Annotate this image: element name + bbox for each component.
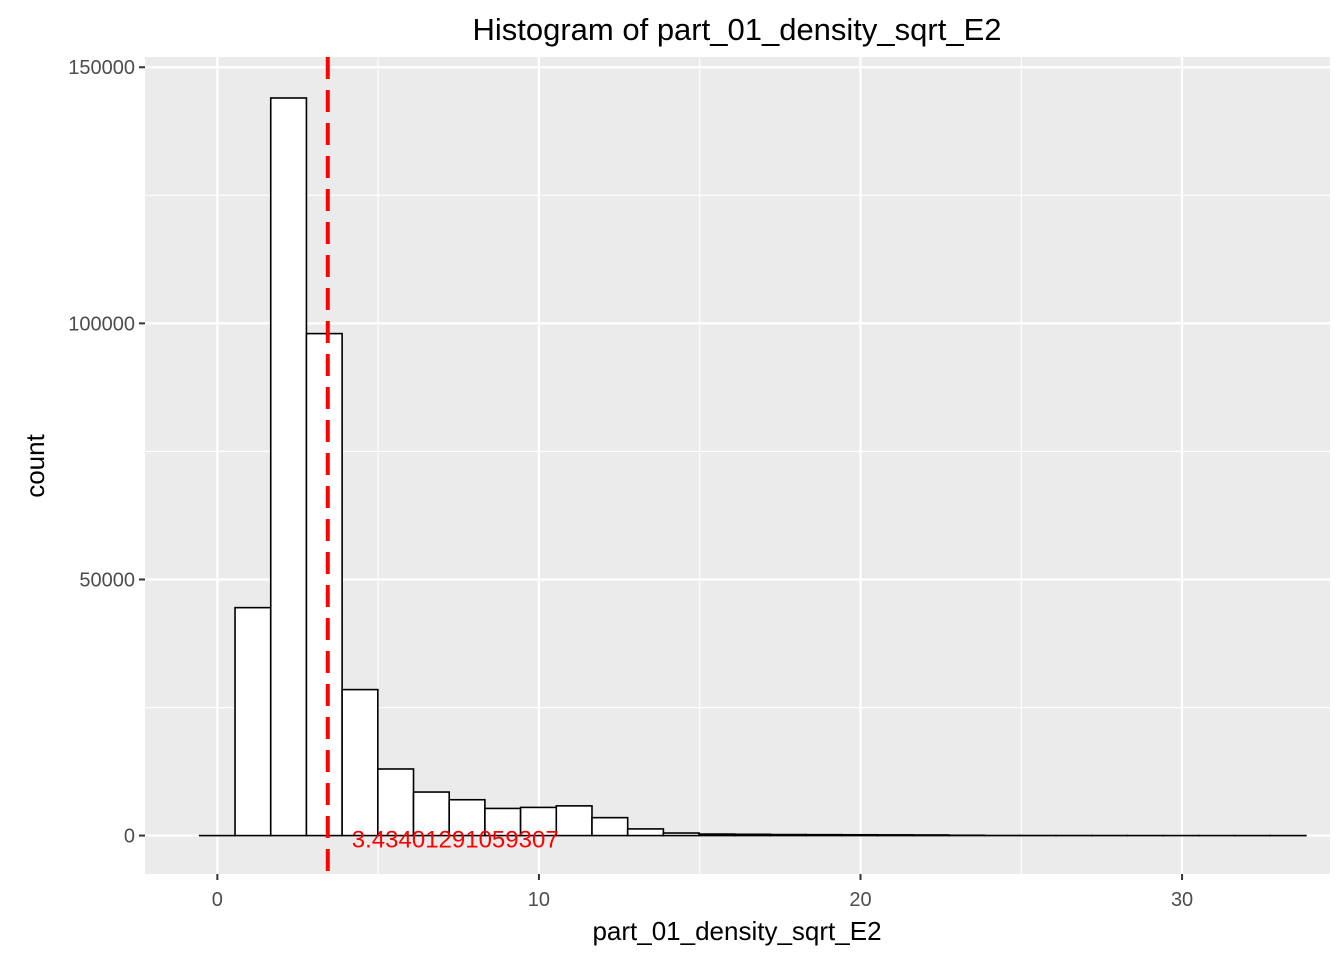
x-tick-label: 0 (212, 889, 223, 911)
histogram-bar (412, 791, 451, 837)
histogram-bar (555, 805, 593, 837)
histogram-bar (769, 833, 807, 837)
x-axis-title: part_01_density_sqrt_E2 (592, 916, 881, 946)
x-tick-label: 20 (849, 889, 871, 911)
y-axis-title: count (20, 433, 50, 497)
y-tick-label: 0 (124, 826, 135, 848)
chart-title: Histogram of part_01_density_sqrt_E2 (472, 12, 1001, 47)
x-axis: 0 10 20 30 (212, 874, 1193, 911)
histogram-bar (341, 688, 379, 837)
histogram-bar (876, 834, 915, 837)
x-tick-label: 30 (1171, 889, 1193, 911)
histogram-bar (519, 806, 558, 837)
y-tick-label: 150000 (68, 57, 135, 79)
histogram-bar (234, 606, 272, 837)
histogram-bar (591, 816, 629, 837)
x-tick-label: 10 (528, 889, 550, 911)
histogram-bars (198, 97, 1307, 837)
histogram-bar (733, 833, 772, 837)
y-tick-label: 100000 (68, 313, 135, 335)
histogram-bar (912, 834, 950, 837)
histogram-bar (377, 768, 415, 837)
histogram-bar (305, 332, 343, 837)
histogram-bar (269, 97, 308, 837)
y-tick-label: 50000 (79, 569, 135, 591)
mean-reference-label: 3.43401291059307 (352, 827, 559, 854)
y-axis: 0 50000 100000 150000 (68, 57, 145, 848)
histogram-bar (662, 832, 700, 837)
histogram-bar (805, 833, 843, 837)
histogram-bar (448, 798, 486, 837)
histogram-bar (841, 833, 879, 837)
histogram-bar (484, 807, 522, 837)
histogram-bar (698, 833, 736, 837)
histogram-bar (626, 828, 665, 837)
